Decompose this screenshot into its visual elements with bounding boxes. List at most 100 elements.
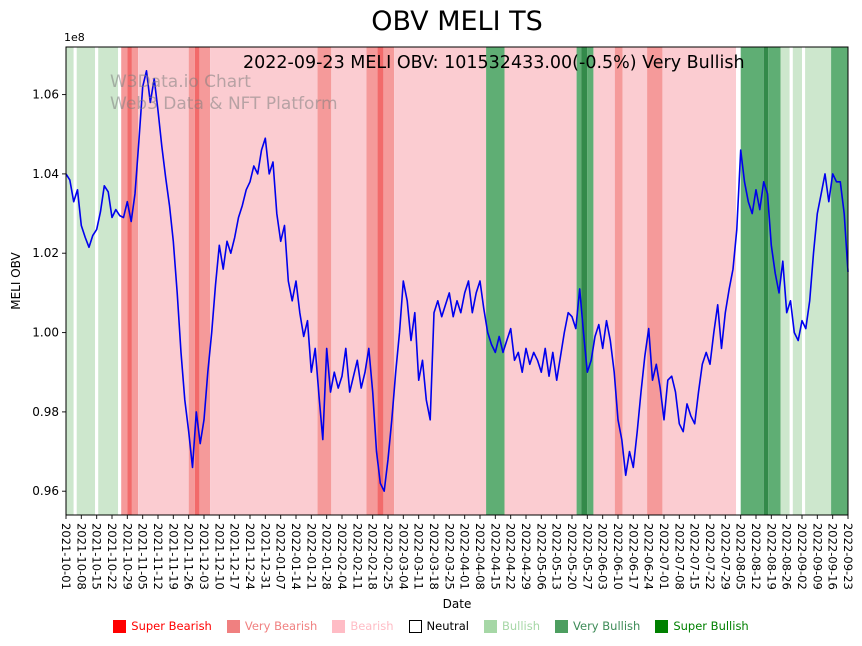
legend-item: Super Bearish xyxy=(113,619,212,633)
x-tick-label: 2021-10-01 xyxy=(59,523,73,590)
y-tick-label: 0.98 xyxy=(32,405,59,419)
legend-swatch xyxy=(332,619,346,633)
legend-label: Very Bullish xyxy=(573,619,641,633)
x-tick-label: 2021-10-08 xyxy=(74,523,88,590)
sentiment-band-very_bullish xyxy=(768,47,781,515)
sentiment-band-super_bearish xyxy=(127,47,132,515)
x-tick-label: 2021-11-05 xyxy=(136,523,150,590)
x-tick-label: 2022-01-07 xyxy=(274,523,288,590)
x-tick-label: 2022-02-25 xyxy=(381,523,395,590)
watermark-line1: W3Data.io Chart xyxy=(110,72,251,92)
obv-line xyxy=(65,70,849,493)
sentiment-band-very_bearish xyxy=(383,47,395,515)
sentiment-band-very_bearish xyxy=(199,47,211,515)
legend-label: Very Bearish xyxy=(244,619,318,633)
x-tick-label: 2021-12-17 xyxy=(228,523,242,590)
x-tick-label: 2021-11-12 xyxy=(151,523,165,590)
sentiment-band-super_bullish xyxy=(763,47,769,515)
legend-item: Super Bullish xyxy=(655,619,749,633)
sentiment-band-very_bullish xyxy=(576,47,582,515)
legend-label: Bullish xyxy=(501,619,541,633)
sentiment-band-neutral xyxy=(73,47,77,515)
sentiment-band-very_bearish xyxy=(366,47,378,515)
chart-subtitle: 2022-09-23 MELI OBV: 101532433.00(-0.5%)… xyxy=(243,53,745,73)
x-tick-label: 2022-07-01 xyxy=(657,523,671,590)
x-tick-label: 2022-01-28 xyxy=(320,523,334,590)
x-tick-label: 2021-11-26 xyxy=(182,523,196,590)
x-tick-label: 2021-12-03 xyxy=(197,523,211,590)
legend-item: Bullish xyxy=(483,619,541,633)
x-tick-label: 2022-09-16 xyxy=(826,523,840,590)
x-tick-label: 2022-02-11 xyxy=(350,523,364,590)
x-tick-label: 2022-08-12 xyxy=(749,523,763,590)
legend-label: Neutral xyxy=(426,619,469,633)
legend-label: Super Bearish xyxy=(131,619,212,633)
x-tick-label: 2022-03-18 xyxy=(427,523,441,590)
x-tick-label: 2022-05-20 xyxy=(565,523,579,590)
x-tick-label: 2022-08-26 xyxy=(780,523,794,590)
x-tick-label: 2022-03-11 xyxy=(412,523,426,590)
legend-label: Super Bullish xyxy=(673,619,749,633)
x-tick-label: 2022-03-04 xyxy=(396,523,410,590)
legend-swatch xyxy=(113,619,127,633)
sentiment-band-bullish xyxy=(792,47,802,515)
x-tick-label: 2022-04-01 xyxy=(458,523,472,590)
x-tick-label: 2021-11-19 xyxy=(166,523,180,590)
x-tick-label: 2022-01-14 xyxy=(289,523,303,590)
sentiment-band-neutral xyxy=(736,47,741,515)
sentiment-band-very_bullish xyxy=(831,47,848,515)
legend-item: Very Bearish xyxy=(226,619,318,633)
x-tick-label: 2022-02-04 xyxy=(335,523,349,590)
watermark: W3Data.io Chart Web3 Data & NFT Platform xyxy=(110,71,338,115)
sentiment-band-bullish xyxy=(66,47,74,515)
x-tick-label: 2021-12-24 xyxy=(243,523,257,590)
y-axis-offset-label: 1e8 xyxy=(64,31,85,44)
legend-label: Bearish xyxy=(350,619,394,633)
x-tick-label: 2022-04-08 xyxy=(473,523,487,590)
x-tick-label: 2022-05-27 xyxy=(580,523,594,590)
sentiment-band-neutral xyxy=(802,47,806,515)
x-tick-label: 2022-07-15 xyxy=(688,523,702,590)
y-tick-label: 1.04 xyxy=(32,167,59,181)
sentiment-band-bearish xyxy=(593,47,615,515)
sentiment-band-super_bearish xyxy=(377,47,384,515)
x-tick-label: 2022-02-18 xyxy=(366,523,380,590)
x-tick-label: 2022-03-25 xyxy=(442,523,456,590)
sentiment-band-bullish xyxy=(805,47,832,515)
sentiment-band-bearish xyxy=(504,47,577,515)
x-tick-label: 2022-04-22 xyxy=(504,523,518,590)
sentiment-band-bearish xyxy=(622,47,648,515)
legend-swatch xyxy=(408,619,422,633)
sentiment-band-bearish xyxy=(394,47,487,515)
sentiment-band-bearish xyxy=(662,47,737,515)
x-tick-label: 2022-07-29 xyxy=(718,523,732,590)
x-tick-label: 2022-09-23 xyxy=(841,523,855,590)
sentiment-band-very_bearish xyxy=(614,47,623,515)
sentiment-band-very_bullish xyxy=(587,47,594,515)
sentiment-band-super_bearish xyxy=(194,47,200,515)
chart-title: OBV MELI TS xyxy=(371,6,543,37)
sentiment-band-bullish xyxy=(98,47,119,515)
x-tick-label: 2022-06-17 xyxy=(626,523,640,590)
sentiment-band-very_bearish xyxy=(121,47,128,515)
sentiment-band-very_bearish xyxy=(131,47,138,515)
legend-item: Neutral xyxy=(408,619,469,633)
x-tick-label: 2022-08-19 xyxy=(764,523,778,590)
legend-swatch xyxy=(226,619,240,633)
sentiment-band-bearish xyxy=(210,47,318,515)
x-tick-label: 2021-12-10 xyxy=(212,523,226,590)
sentiment-band-super_bullish xyxy=(581,47,588,515)
x-tick-label: 2022-05-13 xyxy=(550,523,564,590)
sentiment-band-neutral xyxy=(789,47,793,515)
x-tick-label: 2022-05-06 xyxy=(534,523,548,590)
plot-frame xyxy=(65,46,849,516)
x-tick-label: 2022-06-03 xyxy=(596,523,610,590)
watermark-line2: Web3 Data & NFT Platform xyxy=(110,94,338,115)
y-tick-label: 1.00 xyxy=(32,326,59,340)
sentiment-band-neutral xyxy=(118,47,122,515)
sentiment-band-bullish xyxy=(76,47,96,515)
x-tick-label: 2022-06-24 xyxy=(642,523,656,590)
legend-swatch xyxy=(655,619,669,633)
legend-swatch xyxy=(555,619,569,633)
sentiment-band-very_bullish xyxy=(486,47,505,515)
